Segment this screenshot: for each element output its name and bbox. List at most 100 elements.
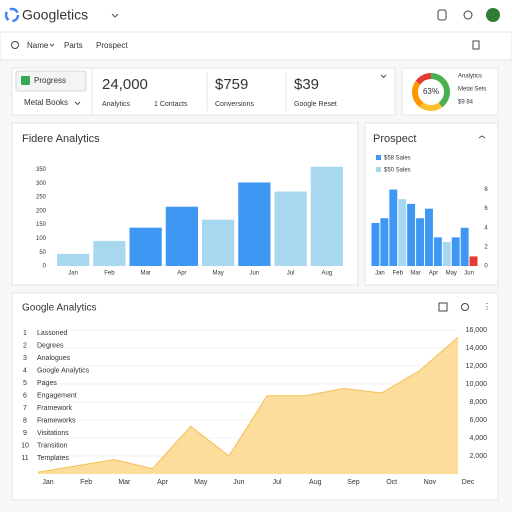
bar xyxy=(460,227,469,266)
y-tick-label: 14,000 xyxy=(466,345,488,352)
dropdown-label[interactable]: Metal Books xyxy=(24,98,68,107)
kpi-label: Google Reset xyxy=(294,101,337,108)
list-name: Templates xyxy=(37,455,69,462)
legend-label: $58 Sales xyxy=(384,156,411,162)
area-icon-1[interactable] xyxy=(438,302,448,312)
list-rank: 6 xyxy=(23,392,27,399)
avatar[interactable] xyxy=(486,8,500,22)
list-rank: 1 xyxy=(23,330,27,337)
area-icon-2[interactable] xyxy=(461,303,469,311)
donut-legend: Analytics xyxy=(458,74,482,80)
button-icon xyxy=(21,76,30,85)
kpi-label: Analytics xyxy=(102,101,131,108)
search-icon[interactable] xyxy=(463,10,473,20)
x-tick-label: Jan xyxy=(68,271,78,277)
list-rank: 11 xyxy=(21,455,28,462)
chart-title: Google Analytics xyxy=(22,303,97,314)
kpi-value: 24,000 xyxy=(102,76,148,93)
list-name: Google Analytics xyxy=(37,367,90,374)
bar xyxy=(129,227,162,266)
y-tick-label: 2 xyxy=(484,244,488,250)
donut-legend: Metal Sets xyxy=(458,87,486,93)
y-tick-label: 8,000 xyxy=(469,399,487,406)
y-tick-label: 2,000 xyxy=(469,453,487,460)
x-tick-label: Jan xyxy=(375,271,385,277)
prospect-toggle[interactable] xyxy=(478,135,486,139)
y-tick-label: 50 xyxy=(39,250,46,256)
y-tick-label: 4,000 xyxy=(469,435,487,442)
nav-search[interactable] xyxy=(11,41,19,49)
x-tick-label: Aug xyxy=(309,479,322,486)
bar xyxy=(380,218,389,266)
bar xyxy=(398,199,407,266)
y-tick-label: 300 xyxy=(36,181,47,187)
list-name: Framework xyxy=(37,405,73,412)
y-tick-label: 4 xyxy=(484,225,488,231)
nav-item[interactable]: Prospect xyxy=(96,41,128,50)
bar xyxy=(57,253,90,266)
kpi-chevron[interactable] xyxy=(380,74,387,79)
logo xyxy=(4,7,20,23)
bar xyxy=(451,237,460,266)
y-tick-label: 0 xyxy=(43,264,47,270)
y-tick-label: 8 xyxy=(484,187,488,193)
top-bar xyxy=(0,0,512,32)
nav-bar xyxy=(0,31,512,61)
x-tick-label: Jul xyxy=(287,271,295,277)
bar xyxy=(238,182,271,266)
kpi-card xyxy=(91,67,396,116)
y-tick-label: 150 xyxy=(36,222,47,228)
kpi-value: $759 xyxy=(215,76,248,93)
x-tick-label: Jun xyxy=(464,271,474,277)
x-tick-label: Oct xyxy=(386,479,397,486)
bar xyxy=(202,219,235,266)
y-tick-label: 100 xyxy=(36,236,47,242)
bar xyxy=(165,206,198,266)
nav-chevron[interactable] xyxy=(49,43,55,47)
nav-copy-icon[interactable] xyxy=(472,40,480,50)
nav-item[interactable]: Parts xyxy=(64,41,83,50)
bar xyxy=(469,256,478,266)
legend-swatch xyxy=(376,167,381,172)
donut-segment xyxy=(419,102,443,111)
donut-segment xyxy=(430,73,450,108)
x-tick-label: Apr xyxy=(177,271,186,277)
chart-title: Prospect xyxy=(373,133,416,145)
bar xyxy=(310,166,343,266)
title-chevron[interactable] xyxy=(111,13,119,18)
doc-icon[interactable] xyxy=(437,9,447,21)
progress-label: Progress xyxy=(34,76,66,85)
app-title: Googletics xyxy=(22,7,88,23)
kpi-note: 1 Contacts xyxy=(154,101,188,108)
x-tick-label: Mar xyxy=(410,271,420,277)
y-tick-label: 10,000 xyxy=(466,381,488,388)
x-tick-label: Jun xyxy=(233,479,244,486)
list-rank: 2 xyxy=(23,342,27,349)
x-tick-label: Jul xyxy=(273,479,282,486)
kpi-value: $39 xyxy=(294,76,319,93)
list-name: Transition xyxy=(37,442,68,449)
x-tick-label: Feb xyxy=(393,271,404,277)
area-line xyxy=(37,336,459,473)
kpi-label: Conversions xyxy=(215,101,254,108)
bar xyxy=(274,191,307,266)
dropdown-chevron[interactable] xyxy=(74,101,81,106)
list-name: Visitations xyxy=(37,430,69,437)
y-tick-label: 6,000 xyxy=(469,417,487,424)
x-tick-label: Sep xyxy=(347,479,360,486)
bar xyxy=(433,237,442,266)
x-tick-label: May xyxy=(212,271,223,277)
list-rank: 9 xyxy=(23,430,27,437)
x-tick-label: Nov xyxy=(424,479,437,486)
x-tick-label: Mar xyxy=(140,271,150,277)
progress-button[interactable] xyxy=(15,70,87,92)
legend-swatch xyxy=(376,155,381,160)
nav-item[interactable]: Name xyxy=(27,41,49,50)
area-menu[interactable]: ⋮ xyxy=(483,302,491,311)
list-name: Degrees xyxy=(37,342,64,349)
y-tick-label: 6 xyxy=(484,206,488,212)
chart-title: Fidere Analytics xyxy=(22,133,100,145)
list-rank: 3 xyxy=(23,355,27,362)
x-tick-label: May xyxy=(194,479,208,486)
